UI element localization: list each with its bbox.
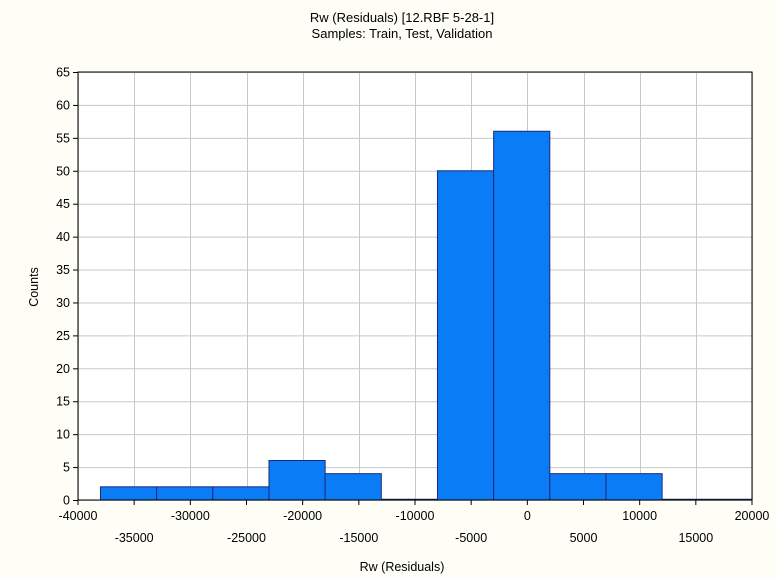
y-tick-label: 55 (56, 131, 70, 145)
y-tick-label: 15 (56, 395, 70, 409)
x-tick-label: 0 (524, 509, 531, 523)
y-tick-label: 20 (56, 362, 70, 376)
y-tick-label: 0 (63, 494, 70, 508)
x-axis-ticks: -40000 -30000 -20000 -10000 0 10000 20000 -3500… (59, 500, 770, 545)
x-tick-label: -15000 (339, 531, 378, 545)
histogram-bar (549, 473, 607, 501)
x-tick-label: -40000 (59, 509, 98, 523)
y-axis-label: Counts (27, 267, 41, 307)
y-tick-label: 60 (56, 98, 70, 112)
histogram-bar (268, 459, 326, 501)
x-tick-label: -10000 (396, 509, 435, 523)
x-tick-label: -25000 (227, 531, 266, 545)
histogram-bar (605, 473, 663, 501)
histogram-bar (156, 486, 214, 501)
y-tick-label: 40 (56, 230, 70, 244)
y-tick-label: 45 (56, 197, 70, 211)
y-axis-ticks: 0 5 10 15 20 25 30 35 40 45 50 55 60 65 (56, 66, 78, 508)
histogram-bar (436, 170, 495, 501)
chart-title: Rw (Residuals) [12.RBF 5-28-1] (310, 10, 494, 25)
x-tick-label: -35000 (115, 531, 154, 545)
x-tick-label: 10000 (622, 509, 657, 523)
x-tick-label: 5000 (570, 531, 598, 545)
histogram-bar (99, 486, 158, 501)
histogram-bar (212, 486, 270, 501)
y-tick-label: 5 (63, 461, 70, 475)
y-tick-label: 25 (56, 329, 70, 343)
x-tick-label: 20000 (735, 509, 770, 523)
y-tick-label: 50 (56, 164, 70, 178)
y-tick-label: 35 (56, 263, 70, 277)
y-tick-label: 30 (56, 296, 70, 310)
x-tick-label: -20000 (283, 509, 322, 523)
histogram-bar (324, 473, 382, 501)
x-axis-label: Rw (Residuals) (360, 560, 445, 574)
histogram-bar (493, 130, 551, 501)
x-tick-label: 15000 (678, 531, 713, 545)
x-tick-label: -30000 (171, 509, 210, 523)
bars (99, 130, 752, 501)
y-tick-label: 65 (56, 66, 70, 80)
y-tick-label: 10 (56, 428, 70, 442)
x-tick-label: -5000 (455, 531, 487, 545)
chart-subtitle: Samples: Train, Test, Validation (312, 26, 493, 41)
